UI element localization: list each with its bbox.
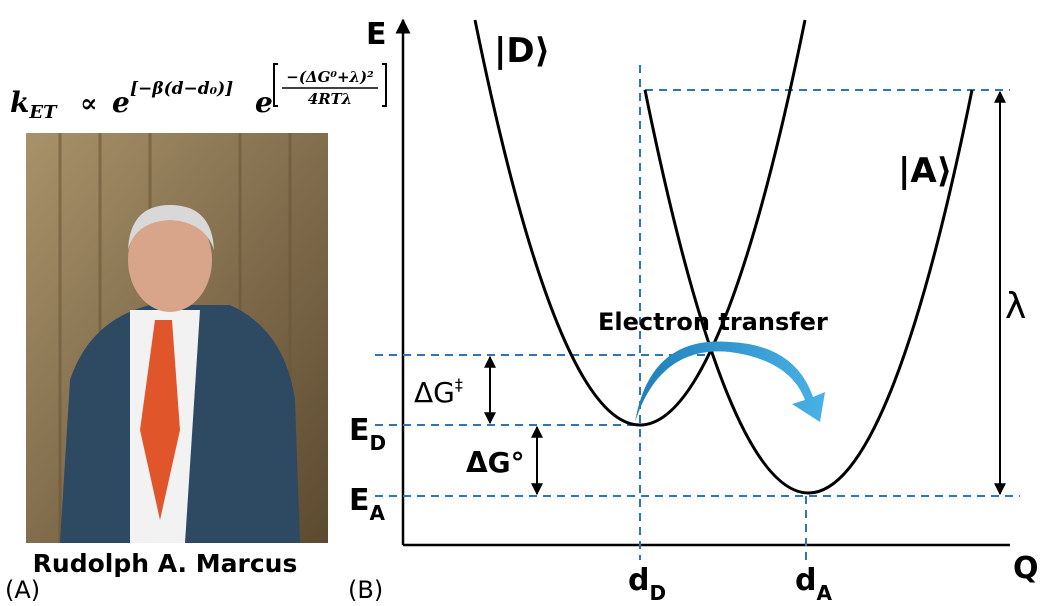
activation-base: ΔG — [414, 376, 455, 409]
d-a-base: d — [795, 563, 816, 598]
exp2-denominator: 4RTλ — [308, 90, 352, 108]
e-a-sub: A — [370, 501, 386, 525]
k: k — [10, 86, 29, 119]
d-a: dA — [795, 563, 832, 605]
x-axis-label: Q — [1013, 551, 1039, 586]
d-a-sub: A — [816, 581, 832, 605]
process: Electron transfer — [598, 308, 828, 336]
activation-sup: ‡ — [455, 375, 463, 394]
e-d-base: E — [349, 413, 370, 448]
d-d-sub: D — [649, 581, 666, 605]
donor-state: |D⟩ — [494, 31, 550, 71]
relation: ∝ — [80, 89, 97, 119]
k-sub: ET — [28, 102, 58, 123]
reorganization: λ — [1005, 286, 1026, 327]
e-a: EA — [349, 483, 386, 525]
e2: e — [255, 86, 273, 119]
panel-label: (A) — [5, 576, 40, 604]
caption: Rudolph A. Marcus — [33, 549, 298, 578]
activation: ΔG‡ — [414, 375, 463, 409]
d-d: dD — [628, 563, 666, 605]
y-axis-label: E — [366, 17, 387, 52]
figure: kET ∝ e [−β(d−d₀)] e −(ΔG⁰+λ)² 4RTλ Rudo… — [0, 0, 1047, 606]
photo — [26, 133, 328, 543]
formula-k: kET — [10, 86, 58, 123]
acceptor-state: |A⟩ — [898, 151, 952, 191]
e-a-base: E — [349, 483, 370, 518]
panel-label: (B) — [348, 576, 383, 604]
formula: kET ∝ e [−β(d−d₀)] e −(ΔG⁰+λ)² 4RTλ — [10, 64, 386, 123]
e-d: ED — [349, 413, 386, 455]
d-d-base: d — [628, 563, 649, 598]
e1: e — [112, 86, 130, 119]
transfer-arrow — [635, 341, 825, 422]
e-d-sub: D — [370, 431, 387, 455]
exp1: [−β(d−d₀)] — [130, 79, 233, 99]
driving-force: ΔG° — [466, 446, 525, 479]
exp2-numerator: −(ΔG⁰+λ)² — [286, 68, 374, 86]
